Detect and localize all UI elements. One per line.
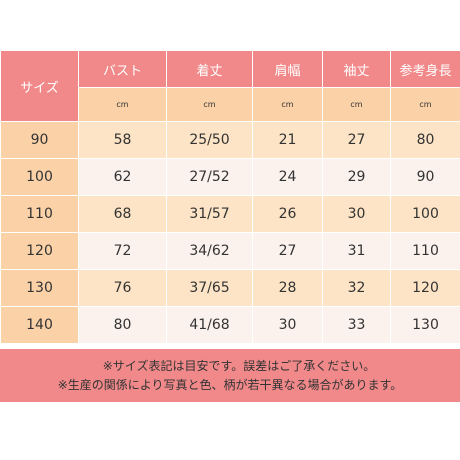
- table-cell: 130: [390, 306, 460, 344]
- table-cell: 26: [252, 195, 323, 233]
- size-cell: 140: [0, 306, 79, 344]
- table-cell: 32: [322, 269, 391, 307]
- unit-row: cm cm cm cm cm: [1, 87, 460, 122]
- table-cell: 120: [390, 269, 460, 307]
- size-table: サイズ バスト 着丈 肩幅 袖丈 参考身長 cm cm cm cm cm 90 …: [0, 50, 460, 344]
- table-cell: 34/62: [166, 232, 253, 270]
- table-row: 120 72 34/62 27 31 110: [0, 232, 460, 270]
- col-header-sleeve: 袖丈: [322, 50, 391, 88]
- table-cell: 90: [390, 158, 460, 196]
- table-row: 140 80 41/68 30 33 130: [0, 306, 460, 344]
- notes-box: ※サイズ表記は目安です。誤差はご了承ください。 ※生産の関係により写真と色、柄が…: [0, 349, 460, 402]
- unit-cell: cm: [390, 87, 460, 122]
- table-row: 110 68 31/57 26 30 100: [0, 195, 460, 233]
- table-cell: 28: [252, 269, 323, 307]
- table-cell: 58: [78, 121, 167, 159]
- note-line-2: ※生産の関係により写真と色、柄が若干異なる場合があります。: [57, 377, 403, 392]
- table-cell: 80: [390, 121, 460, 159]
- table-cell: 24: [252, 158, 323, 196]
- table-cell: 29: [322, 158, 391, 196]
- table-cell: 41/68: [166, 306, 253, 344]
- size-header: サイズ: [0, 50, 79, 122]
- table-cell: 68: [78, 195, 167, 233]
- unit-cell: cm: [252, 87, 323, 122]
- unit-cell: cm: [166, 87, 253, 122]
- col-header-shoulder: 肩幅: [252, 50, 323, 88]
- table-cell: 100: [390, 195, 460, 233]
- table-cell: 25/50: [166, 121, 253, 159]
- table-row: 90 58 25/50 21 27 80: [0, 121, 460, 159]
- unit-cell: cm: [78, 87, 167, 122]
- unit-cell: cm: [322, 87, 391, 122]
- table-cell: 27: [322, 121, 391, 159]
- table-cell: 30: [252, 306, 323, 344]
- table-cell: 27: [252, 232, 323, 270]
- size-cell: 90: [0, 121, 79, 159]
- table-cell: 31/57: [166, 195, 253, 233]
- table-row: 130 76 37/65 28 32 120: [0, 269, 460, 307]
- size-cell: 100: [0, 158, 79, 196]
- table-cell: 31: [322, 232, 391, 270]
- header-row: サイズ バスト 着丈 肩幅 袖丈 参考身長: [0, 50, 460, 122]
- note-line-1: ※サイズ表記は目安です。誤差はご了承ください。: [102, 358, 376, 373]
- table-cell: 21: [252, 121, 323, 159]
- table-cell: 30: [322, 195, 391, 233]
- size-cell: 110: [0, 195, 79, 233]
- table-cell: 62: [78, 158, 167, 196]
- table-row: 100 62 27/52 24 29 90: [0, 158, 460, 196]
- table-cell: 33: [322, 306, 391, 344]
- size-chart: サイズ バスト 着丈 肩幅 袖丈 参考身長 cm cm cm cm cm 90 …: [0, 50, 460, 402]
- size-cell: 120: [0, 232, 79, 270]
- table-cell: 76: [78, 269, 167, 307]
- table-cell: 80: [78, 306, 167, 344]
- col-header-height: 参考身長: [390, 50, 460, 88]
- table-cell: 110: [390, 232, 460, 270]
- col-header-bust: バスト: [78, 50, 167, 88]
- table-cell: 27/52: [166, 158, 253, 196]
- table-cell: 72: [78, 232, 167, 270]
- table-cell: 37/65: [166, 269, 253, 307]
- col-header-length: 着丈: [166, 50, 253, 88]
- size-cell: 130: [0, 269, 79, 307]
